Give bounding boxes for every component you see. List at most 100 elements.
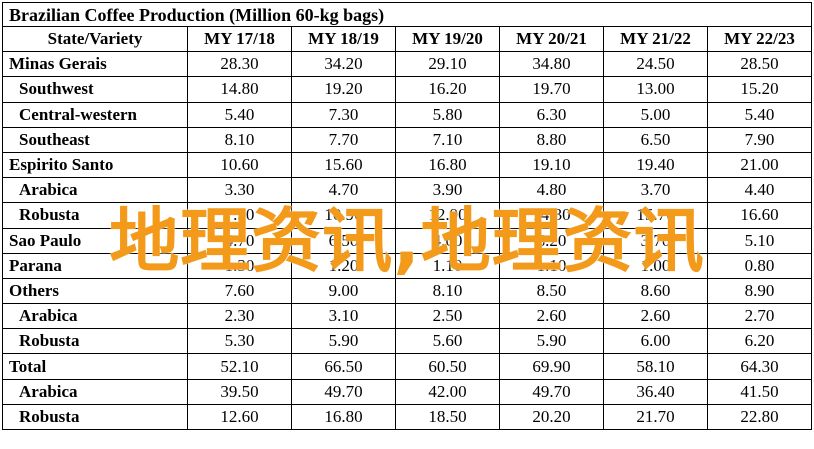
column-header: MY 22/23 (707, 25, 812, 53)
table-cell: 5.80 (395, 101, 500, 128)
table-cell: 14.80 (187, 76, 292, 103)
table-cell: 66.50 (291, 353, 396, 380)
row-label: Others (2, 277, 188, 305)
table-cell: 28.30 (187, 51, 292, 78)
table-cell: 1.30 (187, 252, 292, 279)
row-label: Robusta (2, 403, 188, 431)
table-cell: 24.50 (603, 51, 708, 78)
table-cell: 52.10 (187, 353, 292, 380)
table-cell: 5.60 (395, 328, 500, 355)
table-cell: 8.60 (603, 277, 708, 305)
table-row: Espirito Santo 10.60 15.60 16.80 19.10 19.40 2… (2, 151, 812, 179)
table-cell: 2.30 (187, 303, 292, 330)
row-label: Total (2, 353, 188, 380)
column-header: MY 20/21 (499, 25, 604, 53)
table-cell: 4.60 (395, 227, 500, 254)
table-cell: 14.30 (499, 202, 604, 229)
table-cell: 2.70 (707, 303, 812, 330)
table-cell: 69.90 (499, 353, 604, 380)
column-header: State/Variety (2, 25, 188, 53)
table-cell: 22.80 (707, 403, 812, 431)
table-cell: 20.20 (499, 403, 604, 431)
table-body: Minas Gerais 28.30 34.20 29.10 34.80 24.50 28.… (2, 51, 812, 431)
table-cell: 3.90 (395, 177, 500, 204)
table-cell: 15.20 (707, 76, 812, 103)
table-cell: 4.80 (499, 177, 604, 204)
table-cell: 4.70 (187, 227, 292, 254)
table-row: Minas Gerais 28.30 34.20 29.10 34.80 24.50 28.… (2, 51, 812, 78)
table-cell: 19.10 (499, 151, 604, 179)
row-label: Central-western (2, 101, 188, 128)
row-label: Southeast (2, 126, 188, 153)
table-row: Southwest 14.80 19.20 16.20 19.70 13.00 15.20 (2, 76, 812, 103)
row-label: Arabica (2, 177, 188, 204)
table-cell: 19.40 (603, 151, 708, 179)
coffee-production-table: State/Variety MY 17/18 MY 18/19 MY 19/20… (2, 25, 812, 431)
table-cell: 16.20 (395, 76, 500, 103)
table-cell: 3.70 (603, 227, 708, 254)
table-cell: 7.90 (707, 126, 812, 153)
table-cell: 2.60 (603, 303, 708, 330)
table-row: Arabica 39.50 49.70 42.00 49.70 36.40 41.50 (2, 378, 812, 405)
table-cell: 64.30 (707, 353, 812, 380)
table-cell: 36.40 (603, 378, 708, 405)
table-cell: 7.70 (291, 126, 396, 153)
table-cell: 6.20 (707, 328, 812, 355)
table-row: Arabica 2.30 3.10 2.50 2.60 2.60 2.70 (2, 303, 812, 330)
table-cell: 9.00 (291, 277, 396, 305)
table-row: Robusta 7.30 10.90 12.90 14.30 15.70 16.60 (2, 202, 812, 229)
table-cell: 15.70 (603, 202, 708, 229)
table-cell: 5.00 (603, 101, 708, 128)
table-cell: 3.10 (291, 303, 396, 330)
table-cell: 18.50 (395, 403, 500, 431)
table-row: Others 7.60 9.00 8.10 8.50 8.60 8.90 (2, 277, 812, 305)
table-row: Robusta 5.30 5.90 5.60 5.90 6.00 6.20 (2, 328, 812, 355)
row-label: Robusta (2, 202, 188, 229)
table-cell: 49.70 (499, 378, 604, 405)
row-label: Southwest (2, 76, 188, 103)
table-cell: 58.10 (603, 353, 708, 380)
table-row: Southeast 8.10 7.70 7.10 8.80 6.50 7.90 (2, 126, 812, 153)
table-cell: 6.50 (291, 227, 396, 254)
table-cell: 41.50 (707, 378, 812, 405)
row-label: Robusta (2, 328, 188, 355)
table-cell: 6.00 (603, 328, 708, 355)
table-cell: 8.10 (395, 277, 500, 305)
table-cell: 5.40 (187, 101, 292, 128)
header-row: State/Variety MY 17/18 MY 18/19 MY 19/20… (2, 25, 812, 53)
table-row: Central-western 5.40 7.30 5.80 6.30 5.00 5.40 (2, 101, 812, 128)
table-cell: 3.30 (187, 177, 292, 204)
column-header: MY 21/22 (603, 25, 708, 53)
table-cell: 6.50 (603, 126, 708, 153)
table-cell: 10.90 (291, 202, 396, 229)
table-cell: 7.30 (187, 202, 292, 229)
table-cell: 5.40 (707, 101, 812, 128)
table-row: Arabica 3.30 4.70 3.90 4.80 3.70 4.40 (2, 177, 812, 204)
table-cell: 34.20 (291, 51, 396, 78)
table-cell: 19.20 (291, 76, 396, 103)
table-cell: 4.70 (291, 177, 396, 204)
table-cell: 29.10 (395, 51, 500, 78)
table-cell: 28.50 (707, 51, 812, 78)
table-cell: 21.70 (603, 403, 708, 431)
table-cell: 8.80 (499, 126, 604, 153)
column-header: MY 17/18 (187, 25, 292, 53)
table-cell: 5.90 (291, 328, 396, 355)
table-cell: 5.10 (707, 227, 812, 254)
row-label: Parana (2, 252, 188, 279)
column-header: MY 18/19 (291, 25, 396, 53)
row-label: Sao Paulo (2, 227, 188, 254)
table-cell: 34.80 (499, 51, 604, 78)
table-cell: 2.50 (395, 303, 500, 330)
table-cell: 16.80 (395, 151, 500, 179)
table-cell: 0.80 (707, 252, 812, 279)
row-label: Minas Gerais (2, 51, 188, 78)
table-cell: 4.40 (707, 177, 812, 204)
row-label: Espirito Santo (2, 151, 188, 179)
table-cell: 7.10 (395, 126, 500, 153)
table-cell: 8.50 (499, 277, 604, 305)
table-cell: 6.20 (499, 227, 604, 254)
table-title: Brazilian Coffee Production (Million 60-… (2, 2, 812, 26)
table-cell: 8.10 (187, 126, 292, 153)
row-label: Arabica (2, 303, 188, 330)
